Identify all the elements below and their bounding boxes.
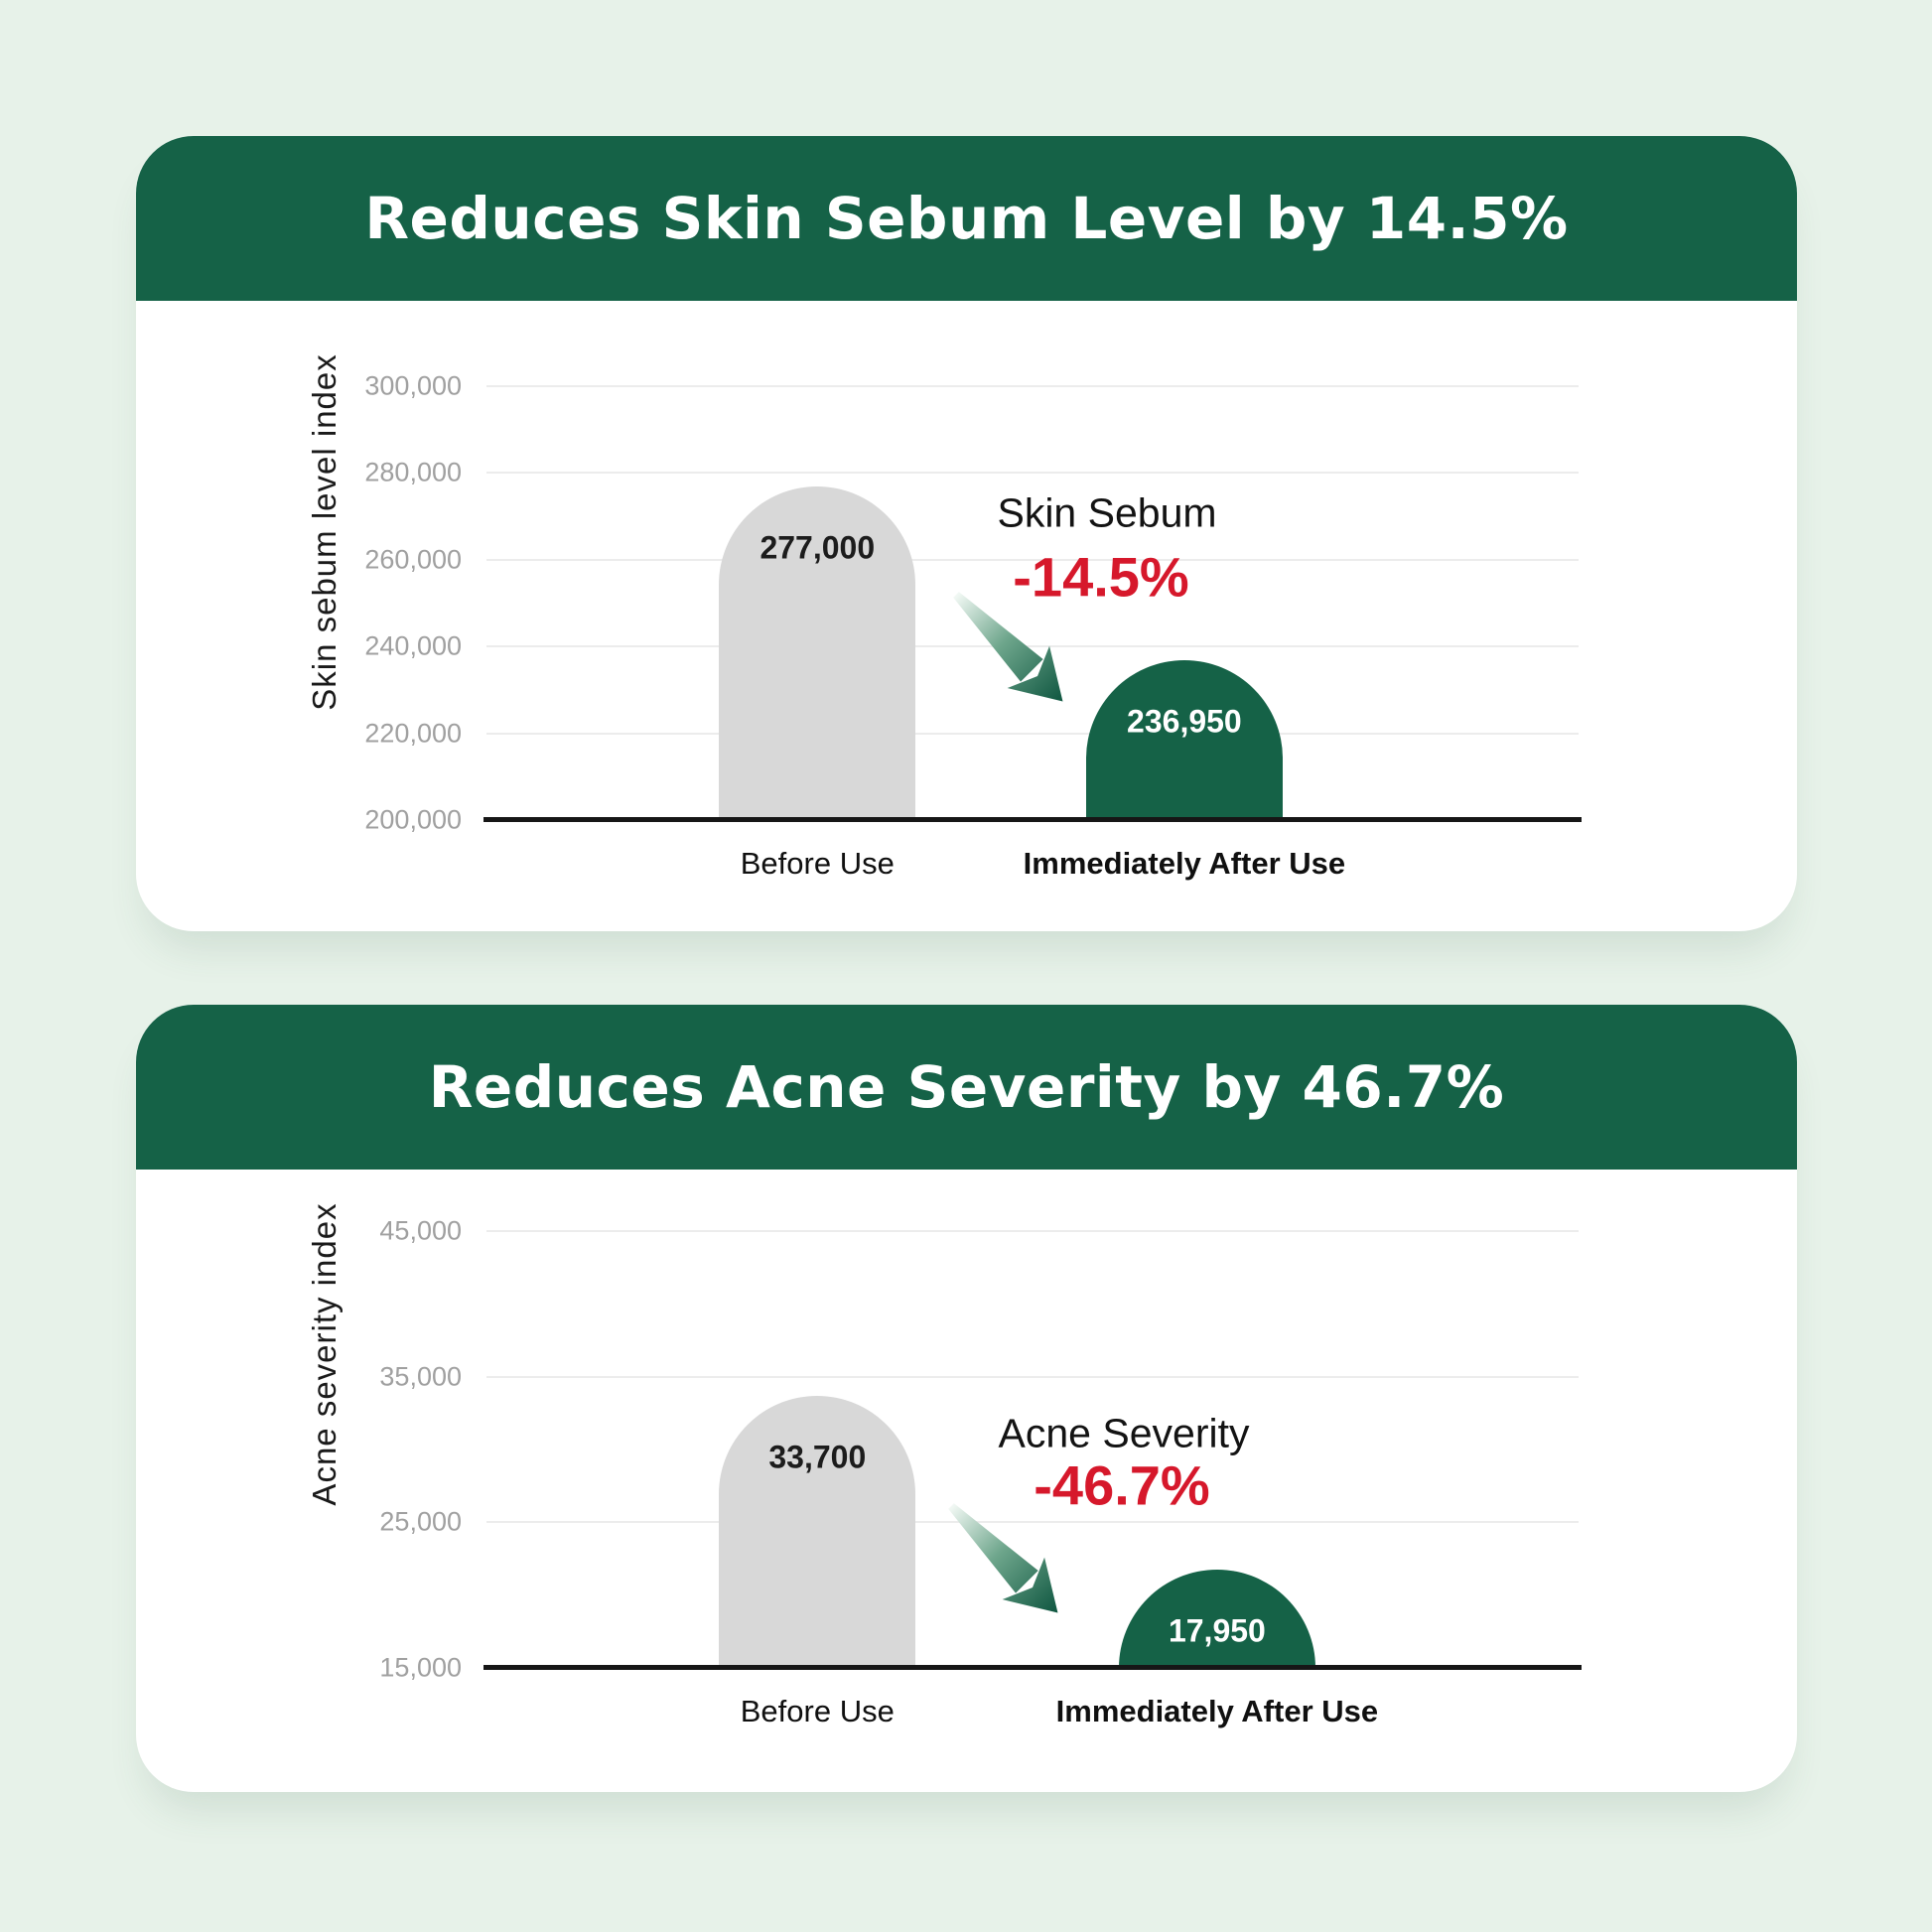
category-label-before-use: Before Use	[740, 1694, 895, 1728]
sebum-annotation-label: Skin Sebum	[997, 489, 1217, 536]
gridline	[486, 1375, 1579, 1378]
y-tick-label: 240,000	[364, 630, 462, 661]
bar-immediately-after-use: 17,950	[1118, 1570, 1315, 1668]
gridline	[486, 732, 1579, 735]
bar-value-label: 33,700	[768, 1439, 867, 1475]
bar-value-label: 277,000	[759, 529, 876, 566]
sebum-card-title: Reduces Skin Sebum Level by 14.5%	[364, 185, 1569, 252]
y-tick-label: 15,000	[379, 1652, 462, 1683]
decrease-arrow-icon	[948, 1503, 1058, 1613]
gridline	[486, 385, 1579, 387]
gridline	[486, 1230, 1579, 1232]
bar-immediately-after-use: 236,950	[1085, 659, 1283, 820]
acne-card-title: Reduces Acne Severity by 46.7%	[428, 1053, 1505, 1121]
gridline	[486, 645, 1579, 648]
category-label-before-use: Before Use	[740, 846, 895, 881]
x-axis-line	[483, 1665, 1582, 1670]
x-axis-line	[483, 817, 1582, 822]
y-tick-label: 280,000	[364, 457, 462, 487]
gridline	[486, 472, 1579, 475]
sebum-card-header: Reduces Skin Sebum Level by 14.5%	[136, 136, 1797, 301]
acne-card: Reduces Acne Severity by 46.7% Acne seve…	[136, 1005, 1797, 1792]
bar-value-label: 236,950	[1127, 703, 1242, 740]
y-tick-label: 260,000	[364, 544, 462, 575]
y-tick-label: 300,000	[364, 370, 462, 401]
acne-plot-area: 45,000 35,000 25,000 15,000 33,700 Before Use…	[379, 1216, 1582, 1728]
acne-card-header: Reduces Acne Severity by 46.7%	[136, 1005, 1797, 1170]
acne-annotation-label: Acne Severity	[998, 1410, 1250, 1456]
decrease-arrow-icon	[953, 592, 1063, 702]
bar-before-use: 277,000	[719, 485, 916, 820]
y-tick-label: 200,000	[364, 804, 462, 835]
sebum-y-axis-title: Skin sebum level index	[306, 353, 343, 711]
y-tick-label: 45,000	[379, 1215, 462, 1246]
gridline	[486, 1521, 1579, 1524]
bar-value-label: 17,950	[1168, 1612, 1266, 1649]
acne-annotation-delta: -46.7%	[1034, 1453, 1210, 1517]
category-label-immediately-after-use: Immediately After Use	[1055, 1694, 1379, 1728]
y-tick-label: 35,000	[379, 1361, 462, 1392]
sebum-card: Reduces Skin Sebum Level by 14.5% Skin s…	[136, 136, 1797, 931]
y-tick-label: 220,000	[364, 718, 462, 749]
gridline	[486, 558, 1579, 561]
y-tick-label: 25,000	[379, 1506, 462, 1537]
category-label-immediately-after-use: Immediately After Use	[1023, 846, 1346, 881]
acne-y-axis-title: Acne severity index	[306, 1202, 343, 1506]
bar-before-use: 33,700	[719, 1395, 916, 1668]
sebum-annotation-delta: -14.5%	[1013, 545, 1189, 609]
sebum-plot-area: 300,000 280,000 260,000 240,000 220,000 200,0…	[364, 371, 1582, 881]
